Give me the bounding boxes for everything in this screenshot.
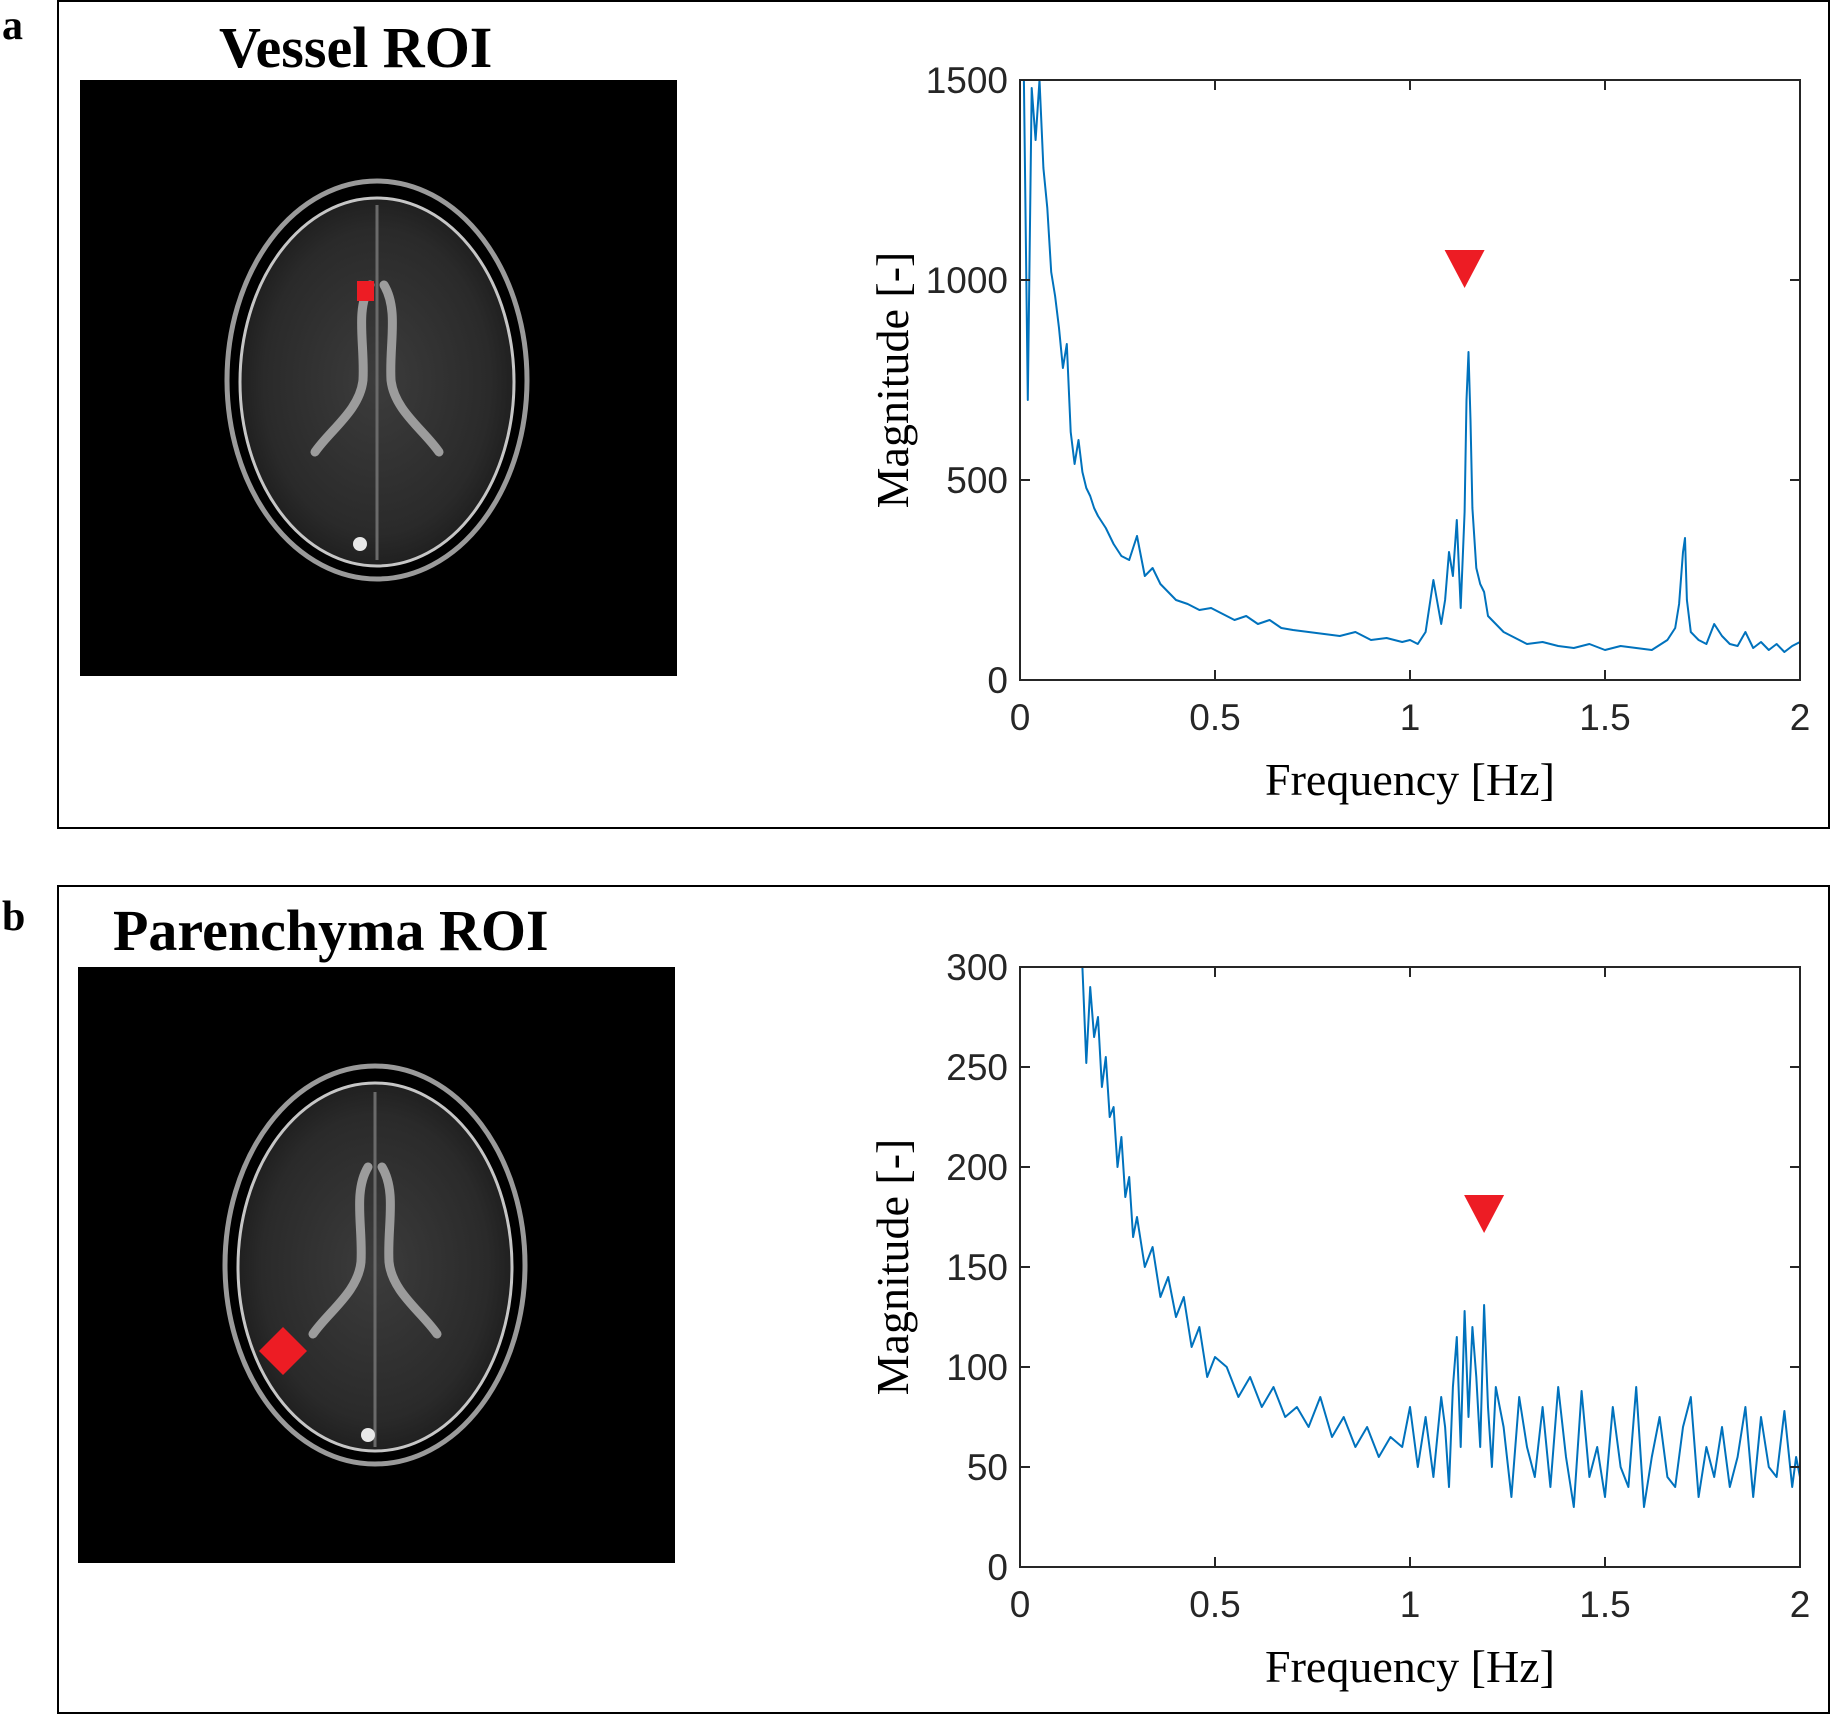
skull-outer <box>224 178 530 582</box>
x-tick-label: 1.5 <box>1579 697 1630 738</box>
y-tick-label: 100 <box>946 1347 1008 1388</box>
y-tick-label: 250 <box>946 1047 1008 1088</box>
vessel-roi-title: Vessel ROI <box>219 15 493 80</box>
axes-box <box>1019 79 1801 681</box>
vessel-spectrum-plot: 0 0.5 1 1.5 2 0 500 1000 1500 Frequency [Hz] Magni… <box>867 60 1811 805</box>
x-tick-label: 1.5 <box>1579 1584 1630 1625</box>
y-tick-label: 150 <box>946 1247 1008 1288</box>
panel-b-frame <box>57 885 1830 1714</box>
y-axis-title: Magnitude [-] <box>867 1139 918 1396</box>
x-tick-label: 0.5 <box>1189 1584 1240 1625</box>
parenchyma-spectrum-chart: 0 0.5 1 1.5 2 0 50 100 150 200 250 300 Frequency [Hz… <box>835 947 1815 1707</box>
sinus-bright-spot <box>353 537 367 551</box>
y-tick-label: 500 <box>946 460 1008 501</box>
series-line-0 <box>1081 967 1800 1508</box>
x-tick-label: 1 <box>1400 697 1421 738</box>
x-tick-label: 2 <box>1790 1584 1811 1625</box>
sinus-bright-spot <box>361 1428 375 1442</box>
series-line-0 <box>1022 80 1800 653</box>
ventricle-right <box>377 1162 442 1339</box>
vessel-spectrum-chart: 0 0.5 1 1.5 2 0 500 1000 1500 Frequency [Hz] Magni… <box>835 60 1815 820</box>
vessel-roi-marker <box>357 281 374 301</box>
panel-letter-a: a <box>2 3 23 49</box>
y-tick-label: 0 <box>987 1547 1008 1588</box>
axes-box <box>1019 966 1801 1568</box>
x-axis-title: Frequency [Hz] <box>1265 1641 1555 1692</box>
parenchyma-roi-title: Parenchyma ROI <box>113 898 549 963</box>
parenchyma-roi-marker <box>259 1327 307 1375</box>
peak-marker-triangle <box>1464 1195 1505 1233</box>
y-axis-title: Magnitude [-] <box>867 252 918 509</box>
y-tick-label: 0 <box>987 660 1008 701</box>
x-tick-label: 0.5 <box>1189 697 1240 738</box>
x-tick-label: 0 <box>1010 697 1031 738</box>
y-tick-label: 1500 <box>926 60 1008 101</box>
x-axis-title: Frequency [Hz] <box>1265 754 1555 805</box>
y-tick-label: 300 <box>946 947 1008 988</box>
parenchyma-spectrum-plot: 0 0.5 1 1.5 2 0 50 100 150 200 250 300 Frequency [Hz… <box>867 947 1811 1692</box>
skull-outer <box>222 1063 528 1467</box>
y-tick-label: 1000 <box>926 260 1008 301</box>
mri-image-parenchyma <box>78 967 675 1563</box>
ventricle-left <box>310 280 375 457</box>
ventricle-right <box>379 280 444 457</box>
panel-letter-b: b <box>2 894 26 940</box>
panel-a-frame <box>57 0 1830 829</box>
x-tick-label: 0 <box>1010 1584 1031 1625</box>
y-tick-label: 50 <box>967 1447 1008 1488</box>
y-tick-label: 200 <box>946 1147 1008 1188</box>
x-tick-label: 2 <box>1790 697 1811 738</box>
peak-marker-triangle <box>1444 250 1485 288</box>
mri-image-vessel <box>80 80 677 676</box>
x-tick-label: 1 <box>1400 1584 1421 1625</box>
ventricle-left <box>308 1162 373 1339</box>
